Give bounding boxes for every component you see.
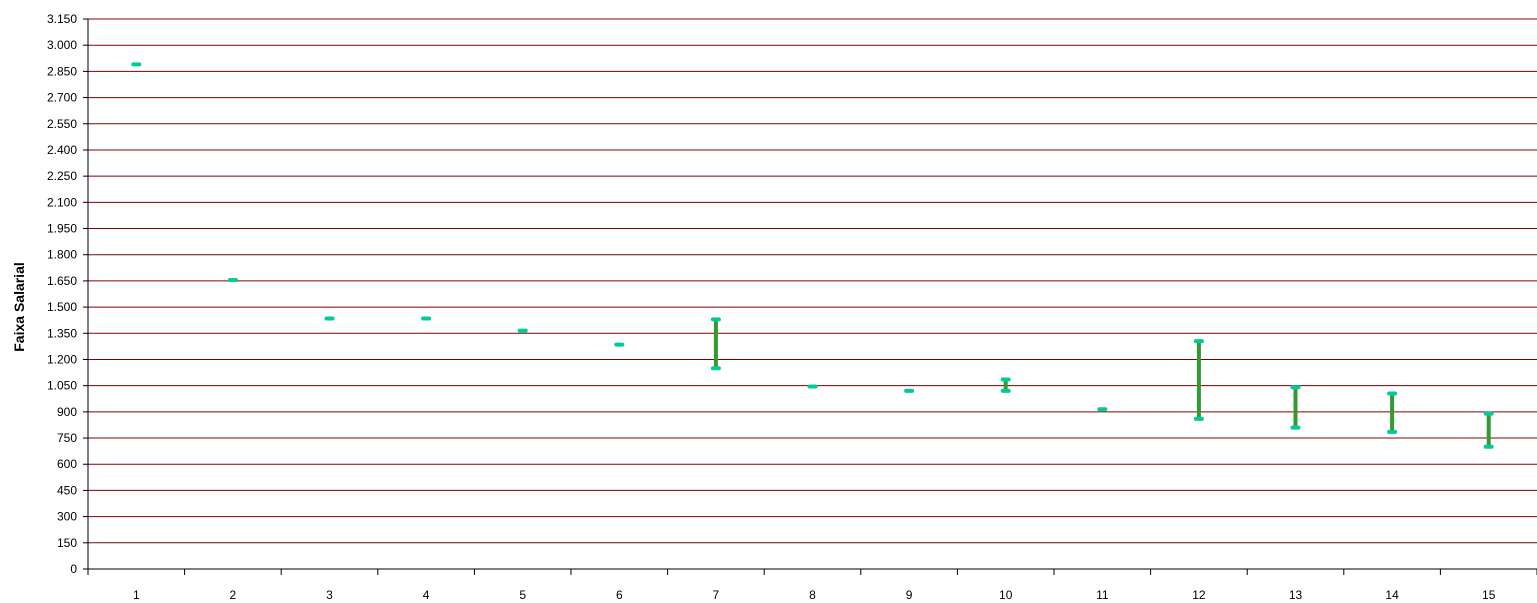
range-high-marker <box>421 316 432 321</box>
range-high-marker <box>807 384 818 389</box>
x-tick-label: 11 <box>1096 588 1109 602</box>
y-tick-label: 1.950 <box>47 222 77 236</box>
y-tick-label: 1.800 <box>47 248 77 262</box>
y-tick-label: 750 <box>57 431 77 445</box>
x-tick-label: 4 <box>423 588 430 602</box>
range-high-marker <box>1000 377 1011 382</box>
y-tick-label: 2.400 <box>47 143 77 157</box>
y-tick-label: 2.100 <box>47 195 77 209</box>
x-tick-label: 3 <box>326 588 333 602</box>
range-high-marker <box>1290 385 1301 390</box>
range-high-marker <box>904 388 915 393</box>
x-tick-label: 1 <box>133 588 140 602</box>
range-high-marker <box>517 328 528 333</box>
range-high-marker <box>131 62 142 67</box>
y-tick-labels: 0 150 300 450 600 750 900 1.050 1.200 1.350 1.500 1… <box>47 12 77 576</box>
range-low-marker <box>1290 425 1301 430</box>
x-tick-label: 14 <box>1385 588 1399 602</box>
gridlines <box>88 18 1537 544</box>
y-tick-label: 2.250 <box>47 169 77 183</box>
range-high-marker <box>710 317 721 322</box>
y-tick-label: 2.850 <box>47 64 77 78</box>
y-tick-label: 3.150 <box>47 12 77 26</box>
range-high-marker <box>324 316 335 321</box>
range-high-marker <box>1097 407 1108 412</box>
y-tick-label: 600 <box>57 457 77 471</box>
range-low-marker <box>1193 416 1204 421</box>
y-tick-label: 1.350 <box>47 326 77 340</box>
range-low-marker <box>1000 388 1011 393</box>
range-high-marker <box>614 342 625 347</box>
x-tick-label: 12 <box>1192 588 1206 602</box>
y-tick-label: 900 <box>57 405 77 419</box>
y-tick-label: 300 <box>57 510 77 524</box>
x-tick-label: 8 <box>809 588 816 602</box>
x-tick-label: 10 <box>999 588 1013 602</box>
range-high-marker <box>1193 339 1204 344</box>
y-tick-label: 3.000 <box>47 38 77 52</box>
y-tick-label: 0 <box>70 562 77 576</box>
y-tick-label: 1.650 <box>47 274 77 288</box>
y-tick-label: 1.050 <box>47 379 77 393</box>
y-tick-label: 2.700 <box>47 91 77 105</box>
x-tick-label: 13 <box>1289 588 1303 602</box>
axes <box>83 18 1537 575</box>
x-tick-label: 7 <box>713 588 720 602</box>
x-tick-label: 6 <box>616 588 623 602</box>
range-high-marker <box>1483 411 1494 416</box>
y-axis-title: Faixa Salarial <box>11 262 27 352</box>
x-tick-label: 15 <box>1482 588 1496 602</box>
y-tick-label: 2.550 <box>47 117 77 131</box>
range-high-marker <box>227 278 238 283</box>
range-bars <box>131 62 1494 449</box>
range-low-marker <box>1387 429 1398 434</box>
range-low-marker <box>710 366 721 371</box>
x-tick-label: 2 <box>230 588 237 602</box>
x-tick-labels: 1 2 3 4 5 6 7 8 9 10 11 12 13 14 15 <box>133 588 1496 602</box>
x-tick-label: 5 <box>519 588 526 602</box>
range-high-marker <box>1387 391 1398 396</box>
range-low-marker <box>1483 444 1494 449</box>
y-tick-label: 1.200 <box>47 352 77 366</box>
y-tick-label: 450 <box>57 483 77 497</box>
y-tick-label: 1.500 <box>47 300 77 314</box>
y-tick-label: 150 <box>57 536 77 550</box>
x-tick-label: 9 <box>906 588 913 602</box>
